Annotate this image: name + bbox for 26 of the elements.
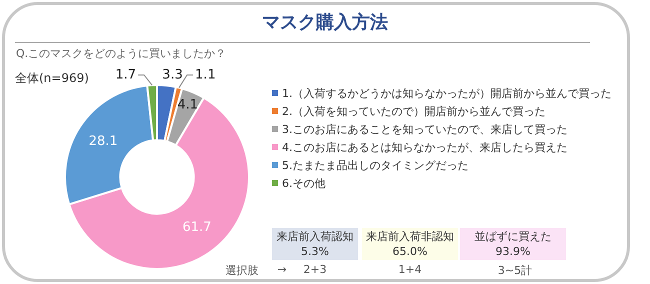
text: → — [276, 263, 288, 276]
chart-subtitle: Q.このマスクをどのように買いましたか？ — [16, 46, 226, 61]
text: 選択肢 — [224, 263, 260, 278]
legend-label: 5.たまたま品出しのタイミングだった — [282, 158, 468, 172]
legend-label: 1.（入荷するかどうかは知らなかったが）開店前から並んで買った — [282, 86, 612, 100]
text: 93.9% — [460, 244, 566, 260]
text: 2+3 — [302, 263, 328, 276]
chart-title: マスク購入方法 — [261, 11, 389, 34]
data-label: 3.3 — [162, 67, 183, 82]
text: 並ばずに買えた — [460, 228, 566, 245]
text: 3~5計 — [496, 263, 534, 278]
text: 5.3% — [272, 244, 358, 260]
text: 全体(n=969) — [15, 70, 90, 87]
text: 来店前入荷非認知 — [362, 228, 458, 245]
text: 来店前入荷認知 — [272, 228, 358, 245]
legend-label: 6.その他 — [282, 176, 326, 190]
data-label: 61.7 — [182, 220, 212, 235]
data-label: 1.1 — [195, 67, 216, 82]
data-label: 28.1 — [88, 134, 118, 150]
text: 65.0% — [362, 244, 458, 260]
text: 1+4 — [397, 263, 423, 276]
data-label: 1.7 — [115, 67, 136, 82]
legend-label: 2.（入荷を知っていたので）開店前から並んで買った — [282, 104, 546, 118]
legend-label: 3.このお店にあることを知っていたので、来店して買った — [282, 122, 568, 136]
data-label: 4.1 — [177, 98, 198, 113]
legend-label: 4.このお店にあるとは知らなかったが、来店したら買えた — [282, 140, 568, 154]
